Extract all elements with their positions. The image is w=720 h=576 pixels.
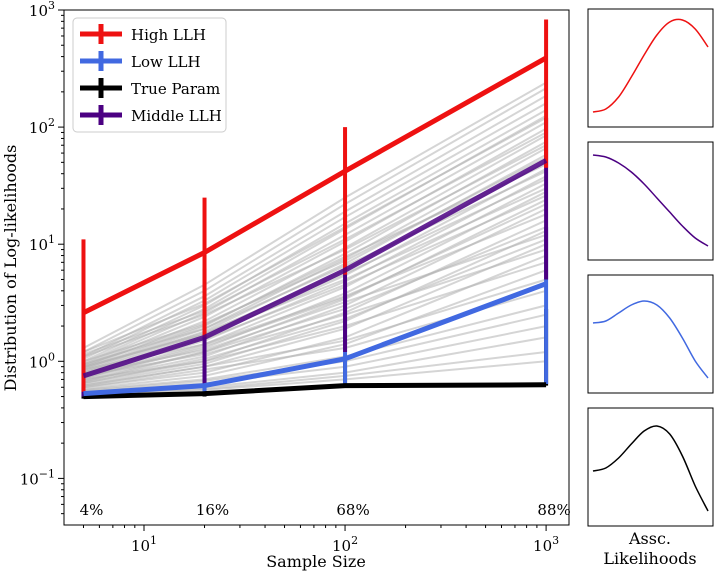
y-tick-label: 103: [29, 0, 55, 20]
series-line: [83, 281, 547, 397]
background-line: [83, 81, 547, 349]
background-line: [83, 238, 547, 385]
background-line: [83, 203, 547, 379]
background-line: [83, 269, 547, 390]
x-axis-label: Sample Size: [266, 552, 366, 571]
background-line: [83, 170, 547, 365]
percent-label: 16%: [196, 501, 229, 519]
legend-entry: Middle LLH: [80, 105, 222, 125]
background-line: [83, 94, 547, 358]
main-axes-frame: [63, 9, 570, 526]
y-tick-label: 102: [29, 116, 55, 137]
background-line: [83, 226, 547, 383]
background-line: [83, 116, 547, 353]
background-line: [83, 304, 547, 391]
side-panel-frame: [587, 274, 714, 394]
side-panel-frame: [587, 8, 714, 128]
background-lines: [83, 81, 547, 396]
percent-labels: 4% 16% 68% 88%: [80, 501, 571, 519]
side-panel-label-line2: Likelihoods: [603, 549, 696, 568]
series-group: [81, 19, 549, 400]
background-line: [83, 278, 547, 387]
legend-entry: Low LLH: [80, 51, 201, 71]
background-line: [83, 156, 547, 363]
side-panel-curve: [592, 300, 709, 379]
background-line: [83, 131, 547, 356]
side-panel-frame: [587, 141, 714, 261]
percent-label: 88%: [537, 501, 570, 519]
axis-ticks: 101 102 103 10−1 100 101 102 103: [20, 0, 559, 555]
percent-label: 4%: [80, 501, 104, 519]
percent-label: 68%: [336, 501, 369, 519]
y-tick-label: 10−1: [20, 467, 55, 488]
side-panel-curve: [592, 425, 709, 512]
background-line: [83, 121, 547, 366]
y-tick-label: 101: [29, 233, 55, 254]
background-line: [83, 229, 547, 385]
side-panel-label-line1: Assc.: [628, 529, 671, 548]
background-line: [83, 87, 547, 353]
series-line: [82, 158, 548, 379]
background-line: [83, 360, 547, 396]
side-panel-frame: [587, 407, 714, 527]
x-tick-label: 101: [131, 534, 157, 555]
x-tick-label: 103: [533, 534, 559, 555]
background-line: [83, 163, 547, 367]
background-line: [83, 144, 547, 358]
side-panel-curve: [592, 154, 709, 247]
x-tick-label: 102: [332, 534, 358, 555]
side-likelihood-panels: Assc. Likelihoods: [587, 8, 714, 568]
legend-box: [72, 17, 227, 133]
series-line: [82, 55, 548, 315]
legend-entry: True Param: [80, 78, 220, 98]
y-tick-label: 100: [29, 350, 55, 371]
legend-label: True Param: [131, 80, 220, 98]
legend-label: Middle LLH: [131, 107, 222, 125]
background-line: [83, 254, 547, 389]
legend-entry: High LLH: [80, 24, 206, 44]
background-line: [83, 248, 547, 377]
background-line: [83, 102, 547, 360]
series-line: [83, 382, 547, 400]
background-line: [83, 182, 547, 378]
legend-label: High LLH: [131, 26, 206, 44]
legend-label: Low LLH: [131, 53, 201, 71]
side-panel-curve: [592, 18, 709, 113]
y-axis-label: Distribution of Log-likelihoods: [1, 145, 20, 392]
legend: High LLH Low LLH True Param Middle LLH: [72, 17, 227, 133]
